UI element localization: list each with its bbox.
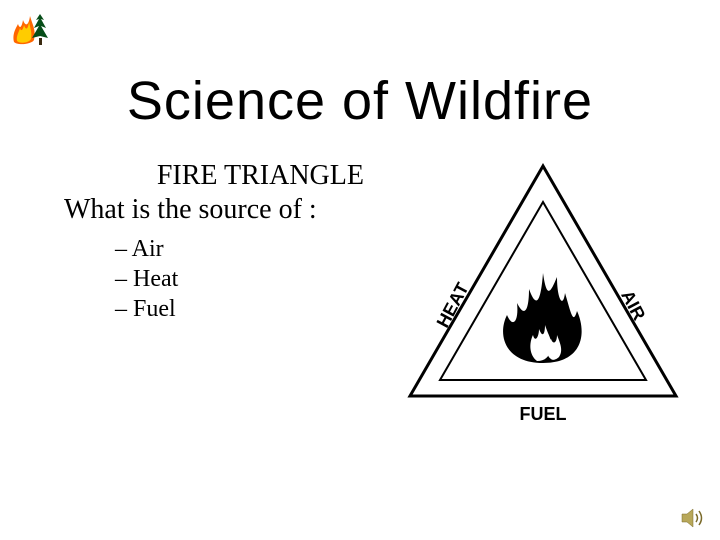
list-item: – Fuel bbox=[115, 294, 178, 324]
list-item: – Heat bbox=[115, 264, 178, 294]
wildfire-logo bbox=[8, 6, 54, 46]
fire-triangle-diagram: HEAT AIR FUEL bbox=[398, 158, 688, 428]
slide-title: Science of Wildfire bbox=[0, 70, 720, 132]
list-item: – Air bbox=[115, 234, 178, 264]
subtitle-line-1: FIRE TRIANGLE bbox=[64, 160, 394, 192]
subtitle-line-2: What is the source of : bbox=[64, 194, 394, 226]
subtitle-block: FIRE TRIANGLE What is the source of : bbox=[64, 160, 394, 226]
triangle-label-air: AIR bbox=[617, 287, 649, 324]
triangle-label-heat: HEAT bbox=[433, 279, 473, 330]
sound-icon[interactable] bbox=[680, 506, 706, 530]
triangle-label-fuel: FUEL bbox=[520, 404, 567, 424]
bullet-list: – Air – Heat – Fuel bbox=[115, 234, 178, 324]
